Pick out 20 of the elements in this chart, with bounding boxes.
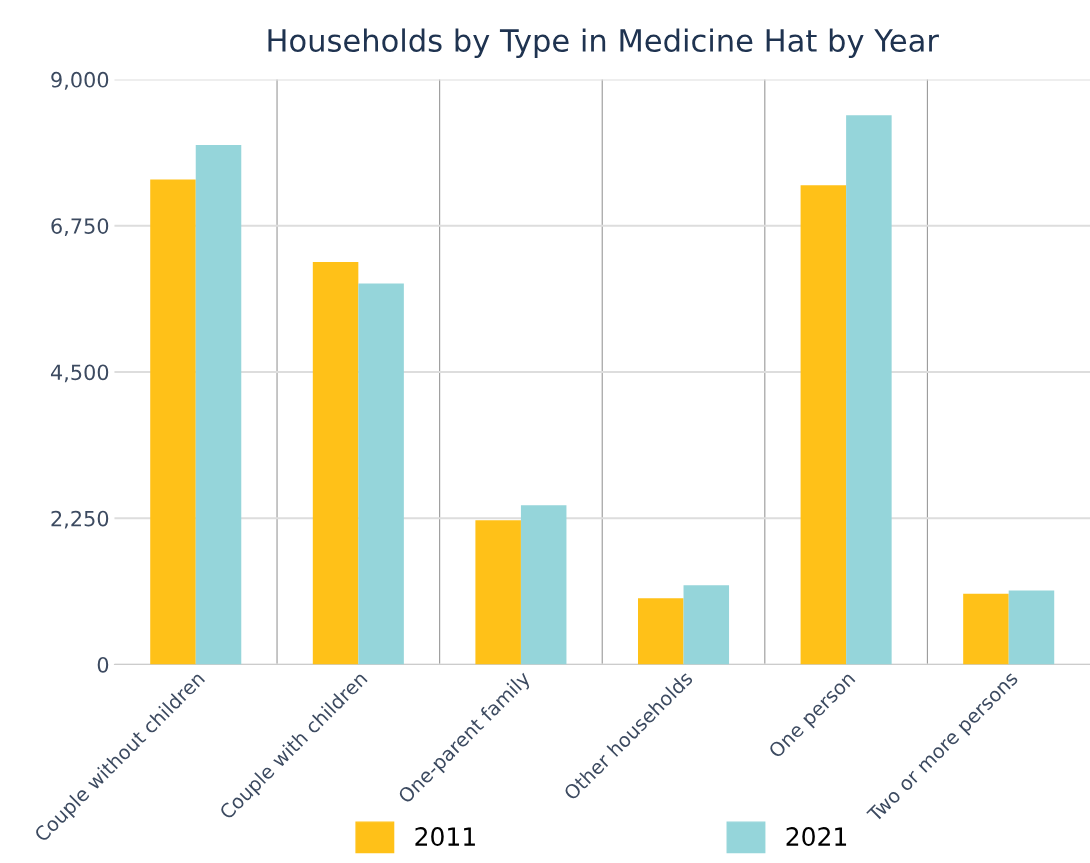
bar xyxy=(683,585,730,665)
bar xyxy=(312,262,359,665)
y-tick-label: 4,500 xyxy=(50,364,109,383)
bar xyxy=(150,179,196,665)
bar xyxy=(195,145,242,665)
chart-title: Households by Type in Medicine Hat by Year xyxy=(268,28,939,58)
bar xyxy=(1008,590,1055,665)
y-tick-label: 9,000 xyxy=(51,71,109,90)
y-tick-label: 2,250 xyxy=(51,510,109,529)
bar xyxy=(638,598,684,665)
bar xyxy=(358,283,404,665)
y-tick-label: 6,750 xyxy=(51,218,109,237)
bar xyxy=(475,520,521,665)
y-tick-label: 0 xyxy=(97,656,109,673)
bar xyxy=(800,185,847,665)
legend-label: 2011 xyxy=(415,827,475,847)
bar xyxy=(963,593,1009,665)
bar xyxy=(846,115,892,665)
bar xyxy=(520,505,567,665)
legend-label: 2021 xyxy=(786,827,847,847)
